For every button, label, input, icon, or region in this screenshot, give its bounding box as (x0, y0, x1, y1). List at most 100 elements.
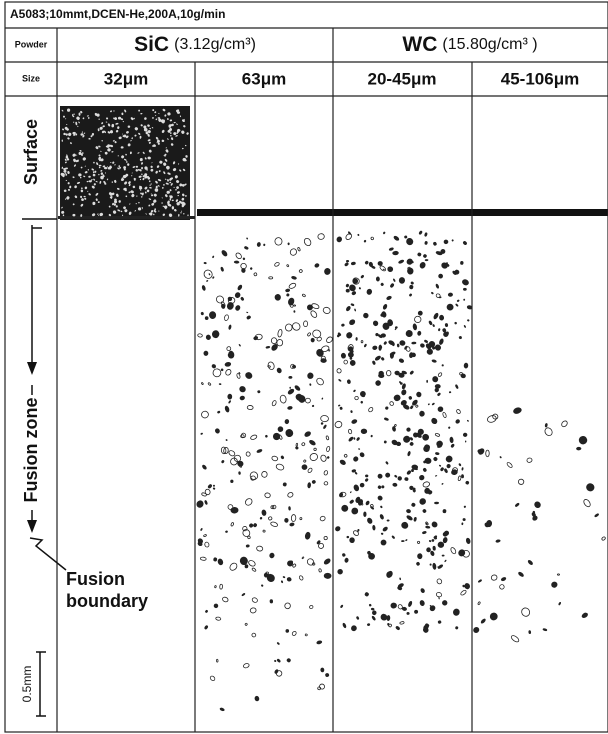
particle (207, 382, 212, 386)
particle (304, 633, 308, 637)
particle (477, 601, 481, 606)
particle (368, 552, 376, 560)
particle (323, 424, 327, 429)
row-label: Size (22, 73, 40, 83)
particle (371, 265, 376, 269)
particle (253, 523, 257, 528)
particle (401, 606, 407, 611)
particle (327, 348, 331, 352)
particle (152, 117, 154, 119)
particle (601, 536, 606, 541)
particle (220, 266, 224, 272)
particle (436, 578, 443, 585)
particle (183, 158, 186, 160)
particle (155, 170, 158, 174)
particle (408, 600, 413, 607)
group-name: WC (402, 33, 437, 56)
particle (360, 391, 366, 397)
particle (348, 231, 352, 235)
particle (139, 137, 142, 139)
particle (311, 404, 315, 408)
particle (227, 504, 234, 510)
particle (149, 187, 152, 189)
particle (287, 492, 294, 498)
particle (442, 537, 448, 544)
particle (95, 192, 99, 196)
particle (427, 403, 430, 406)
particle (349, 284, 356, 292)
particle (444, 323, 449, 327)
particle (432, 562, 437, 570)
particle (177, 128, 181, 132)
particle (367, 623, 371, 626)
particle (346, 306, 351, 312)
particle (380, 282, 384, 286)
particle (183, 125, 186, 128)
particle (125, 175, 128, 178)
particle (246, 311, 249, 314)
particle (243, 663, 250, 669)
particle (75, 121, 78, 126)
particle (82, 157, 86, 161)
particle (465, 480, 470, 485)
particle (319, 515, 326, 522)
particle (448, 426, 451, 429)
particle (250, 434, 258, 440)
particle (144, 173, 148, 177)
particle (224, 362, 232, 367)
particle (142, 175, 146, 177)
particle (370, 607, 375, 611)
particle (271, 400, 277, 407)
particle (213, 557, 218, 562)
particle (221, 250, 228, 257)
particle (433, 535, 438, 539)
particle (425, 525, 431, 529)
particle (246, 405, 254, 411)
particle (156, 142, 158, 144)
particle (126, 160, 128, 164)
particle (109, 192, 113, 196)
particle (463, 362, 469, 369)
particle (484, 522, 489, 528)
particle (288, 282, 297, 289)
particle (73, 113, 75, 115)
particle (218, 383, 222, 386)
particle (133, 117, 135, 120)
particle (161, 197, 163, 199)
particle (251, 632, 257, 638)
particle (435, 452, 440, 456)
particle (166, 165, 170, 170)
particle (287, 406, 293, 410)
particle (428, 320, 433, 326)
particle (163, 162, 167, 166)
particle (157, 117, 161, 119)
particle (150, 165, 153, 168)
particle (275, 670, 283, 677)
particle (177, 194, 179, 197)
particle (201, 410, 209, 419)
particle (103, 130, 106, 134)
particle (406, 515, 413, 521)
particle (337, 568, 343, 575)
particle (169, 132, 172, 134)
particle (277, 328, 283, 338)
particle (161, 139, 165, 143)
particle (135, 169, 138, 172)
particle (285, 323, 293, 332)
particle (203, 269, 213, 279)
particle (217, 558, 224, 566)
particle (97, 128, 100, 132)
particle (64, 172, 67, 174)
particle (262, 529, 266, 533)
particle (340, 604, 344, 608)
particle (444, 262, 448, 267)
particle (353, 389, 356, 393)
particle (442, 600, 448, 606)
particle (91, 213, 96, 217)
particle (172, 168, 177, 172)
particle (74, 195, 78, 199)
particle (338, 404, 341, 407)
particle (225, 530, 228, 533)
particle (78, 151, 82, 156)
particle (242, 257, 246, 261)
